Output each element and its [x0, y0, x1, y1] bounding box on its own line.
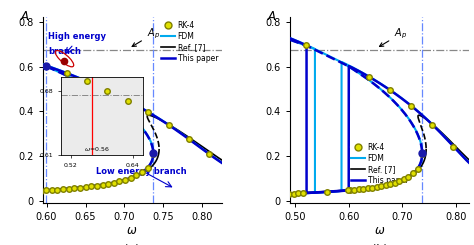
Legend: RK-4, FDM, Ref. [7], This paper: RK-4, FDM, Ref. [7], This paper [351, 143, 408, 185]
X-axis label: ω: ω [128, 224, 137, 237]
Text: High energy: High energy [48, 32, 106, 41]
Legend: RK-4, FDM, Ref. [7], This paper: RK-4, FDM, Ref. [7], This paper [161, 21, 218, 63]
Text: branch: branch [48, 47, 81, 56]
X-axis label: ω: ω [375, 224, 384, 237]
Text: (b): (b) [372, 244, 388, 245]
Text: $A_p$: $A_p$ [380, 27, 407, 47]
Text: Low energy branch: Low energy branch [96, 167, 187, 176]
Text: (a): (a) [125, 244, 140, 245]
Text: $A_p$: $A_p$ [132, 27, 160, 47]
Y-axis label: A: A [268, 10, 276, 23]
Y-axis label: A: A [21, 10, 29, 23]
